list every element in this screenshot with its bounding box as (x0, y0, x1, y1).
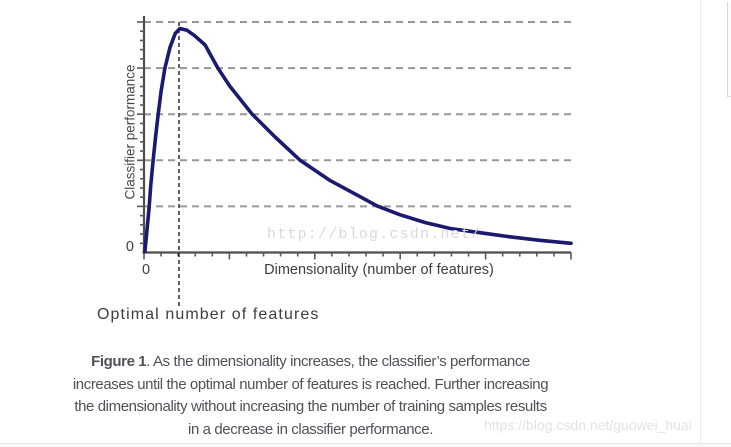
y-axis-origin-label: 0 (125, 239, 134, 255)
scrollbar-thumb[interactable] (727, 2, 731, 97)
caption-line-1-text: . As the dimensionality increases, the c… (146, 353, 530, 370)
caption-figure-number: Figure 1 (91, 353, 147, 370)
bottom-divider (0, 443, 731, 447)
content-right-border (700, 0, 701, 447)
curve-chart-svg (137, 16, 573, 306)
figure-caption: Figure 1. As the dimensionality increase… (38, 351, 583, 441)
watermark-corner-url: https://blog.csdn.net/guowei_huai (484, 417, 692, 433)
performance-curve (143, 26, 573, 254)
y-axis-title: Classifier performance (122, 64, 138, 200)
x-axis-title: Dimensionality (number of features) (264, 262, 494, 278)
caption-line-4: in a decrease in classifier performance. (188, 420, 433, 438)
caption-line-2: increases until the optimal number of fe… (72, 375, 549, 393)
x-axis-origin-label: 0 (141, 262, 151, 278)
caption-line-3: the dimensionality without increasing th… (74, 398, 547, 416)
watermark-plot-url: http://blog.csdn.net/ (267, 226, 482, 243)
optimal-features-label: Optimal number of features (97, 306, 320, 323)
caption-line-1: Figure 1. As the dimensionality increase… (38, 351, 583, 374)
